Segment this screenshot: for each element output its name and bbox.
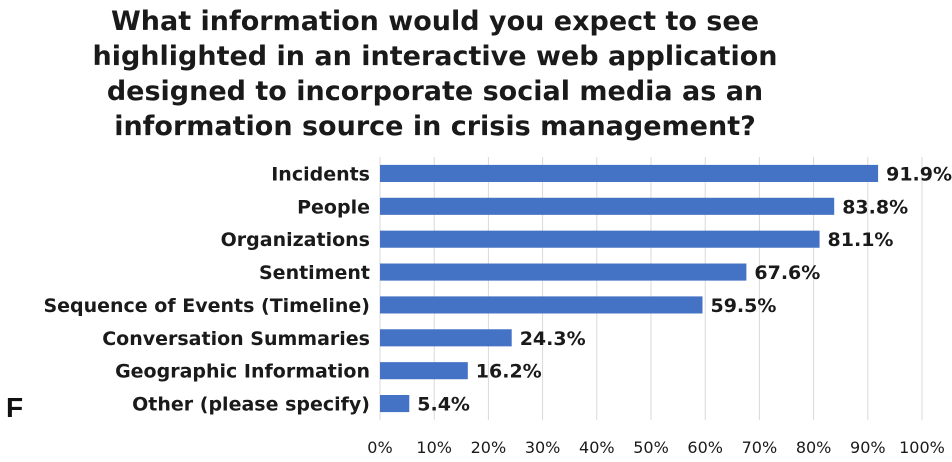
data-label: 91.9% [886, 163, 952, 185]
gridlines [379, 157, 923, 420]
x-tick-label: 30% [525, 438, 561, 457]
bar [380, 362, 468, 380]
bars [380, 164, 879, 413]
category-labels: Incidents People Organizations Sentiment Seq… [43, 163, 370, 415]
data-label: 5.4% [417, 394, 470, 416]
category-label: Geographic Information [115, 361, 370, 383]
bar [380, 329, 512, 347]
category-label: People [297, 196, 370, 218]
x-tick-label: 10% [416, 438, 452, 457]
x-tick-label: 70% [742, 438, 778, 457]
chart-title-line: information source in crisis management? [114, 111, 756, 142]
chart-title-line: highlighted in an interactive web applic… [93, 41, 778, 72]
panel-label: F [6, 392, 24, 423]
bar [380, 296, 703, 314]
x-tick-label: 90% [850, 438, 886, 457]
data-label: 67.6% [754, 262, 820, 284]
bar [380, 263, 747, 281]
data-label: 16.2% [476, 361, 542, 383]
x-tick-label: 60% [687, 438, 723, 457]
category-label: Conversation Summaries [102, 328, 370, 350]
data-label: 59.5% [710, 295, 776, 317]
x-tick-label: 20% [471, 438, 507, 457]
category-label: Organizations [221, 229, 370, 251]
x-tick-label: 40% [579, 438, 615, 457]
x-tick-label: 0% [367, 438, 392, 457]
x-axis-tick-labels: 0% 10% 20% 30% 40% 50% 60% 70% 80% 90% 100% [367, 438, 945, 457]
category-label: Other (please specify) [132, 394, 370, 416]
bar [380, 197, 835, 215]
chart-title: What information would you expect to see… [93, 6, 778, 142]
x-tick-label: 100% [899, 438, 945, 457]
data-label: 83.8% [842, 196, 908, 218]
bar [380, 164, 879, 182]
category-label: Incidents [271, 163, 370, 185]
bar [380, 230, 820, 248]
x-tick-label: 50% [633, 438, 669, 457]
data-label: 81.1% [828, 229, 894, 251]
chart-title-line: designed to incorporate social media as … [107, 76, 763, 107]
data-label: 24.3% [520, 328, 586, 350]
category-label: Sentiment [259, 262, 370, 284]
value-labels: 91.9% 83.8% 81.1% 67.6% 59.5% 24.3% 16.2% 5.4% [417, 163, 952, 415]
chart-title-line: What information would you expect to see [111, 6, 759, 37]
bar [380, 395, 410, 413]
x-tick-label: 80% [796, 438, 832, 457]
category-label: Sequence of Events (Timeline) [43, 295, 370, 317]
